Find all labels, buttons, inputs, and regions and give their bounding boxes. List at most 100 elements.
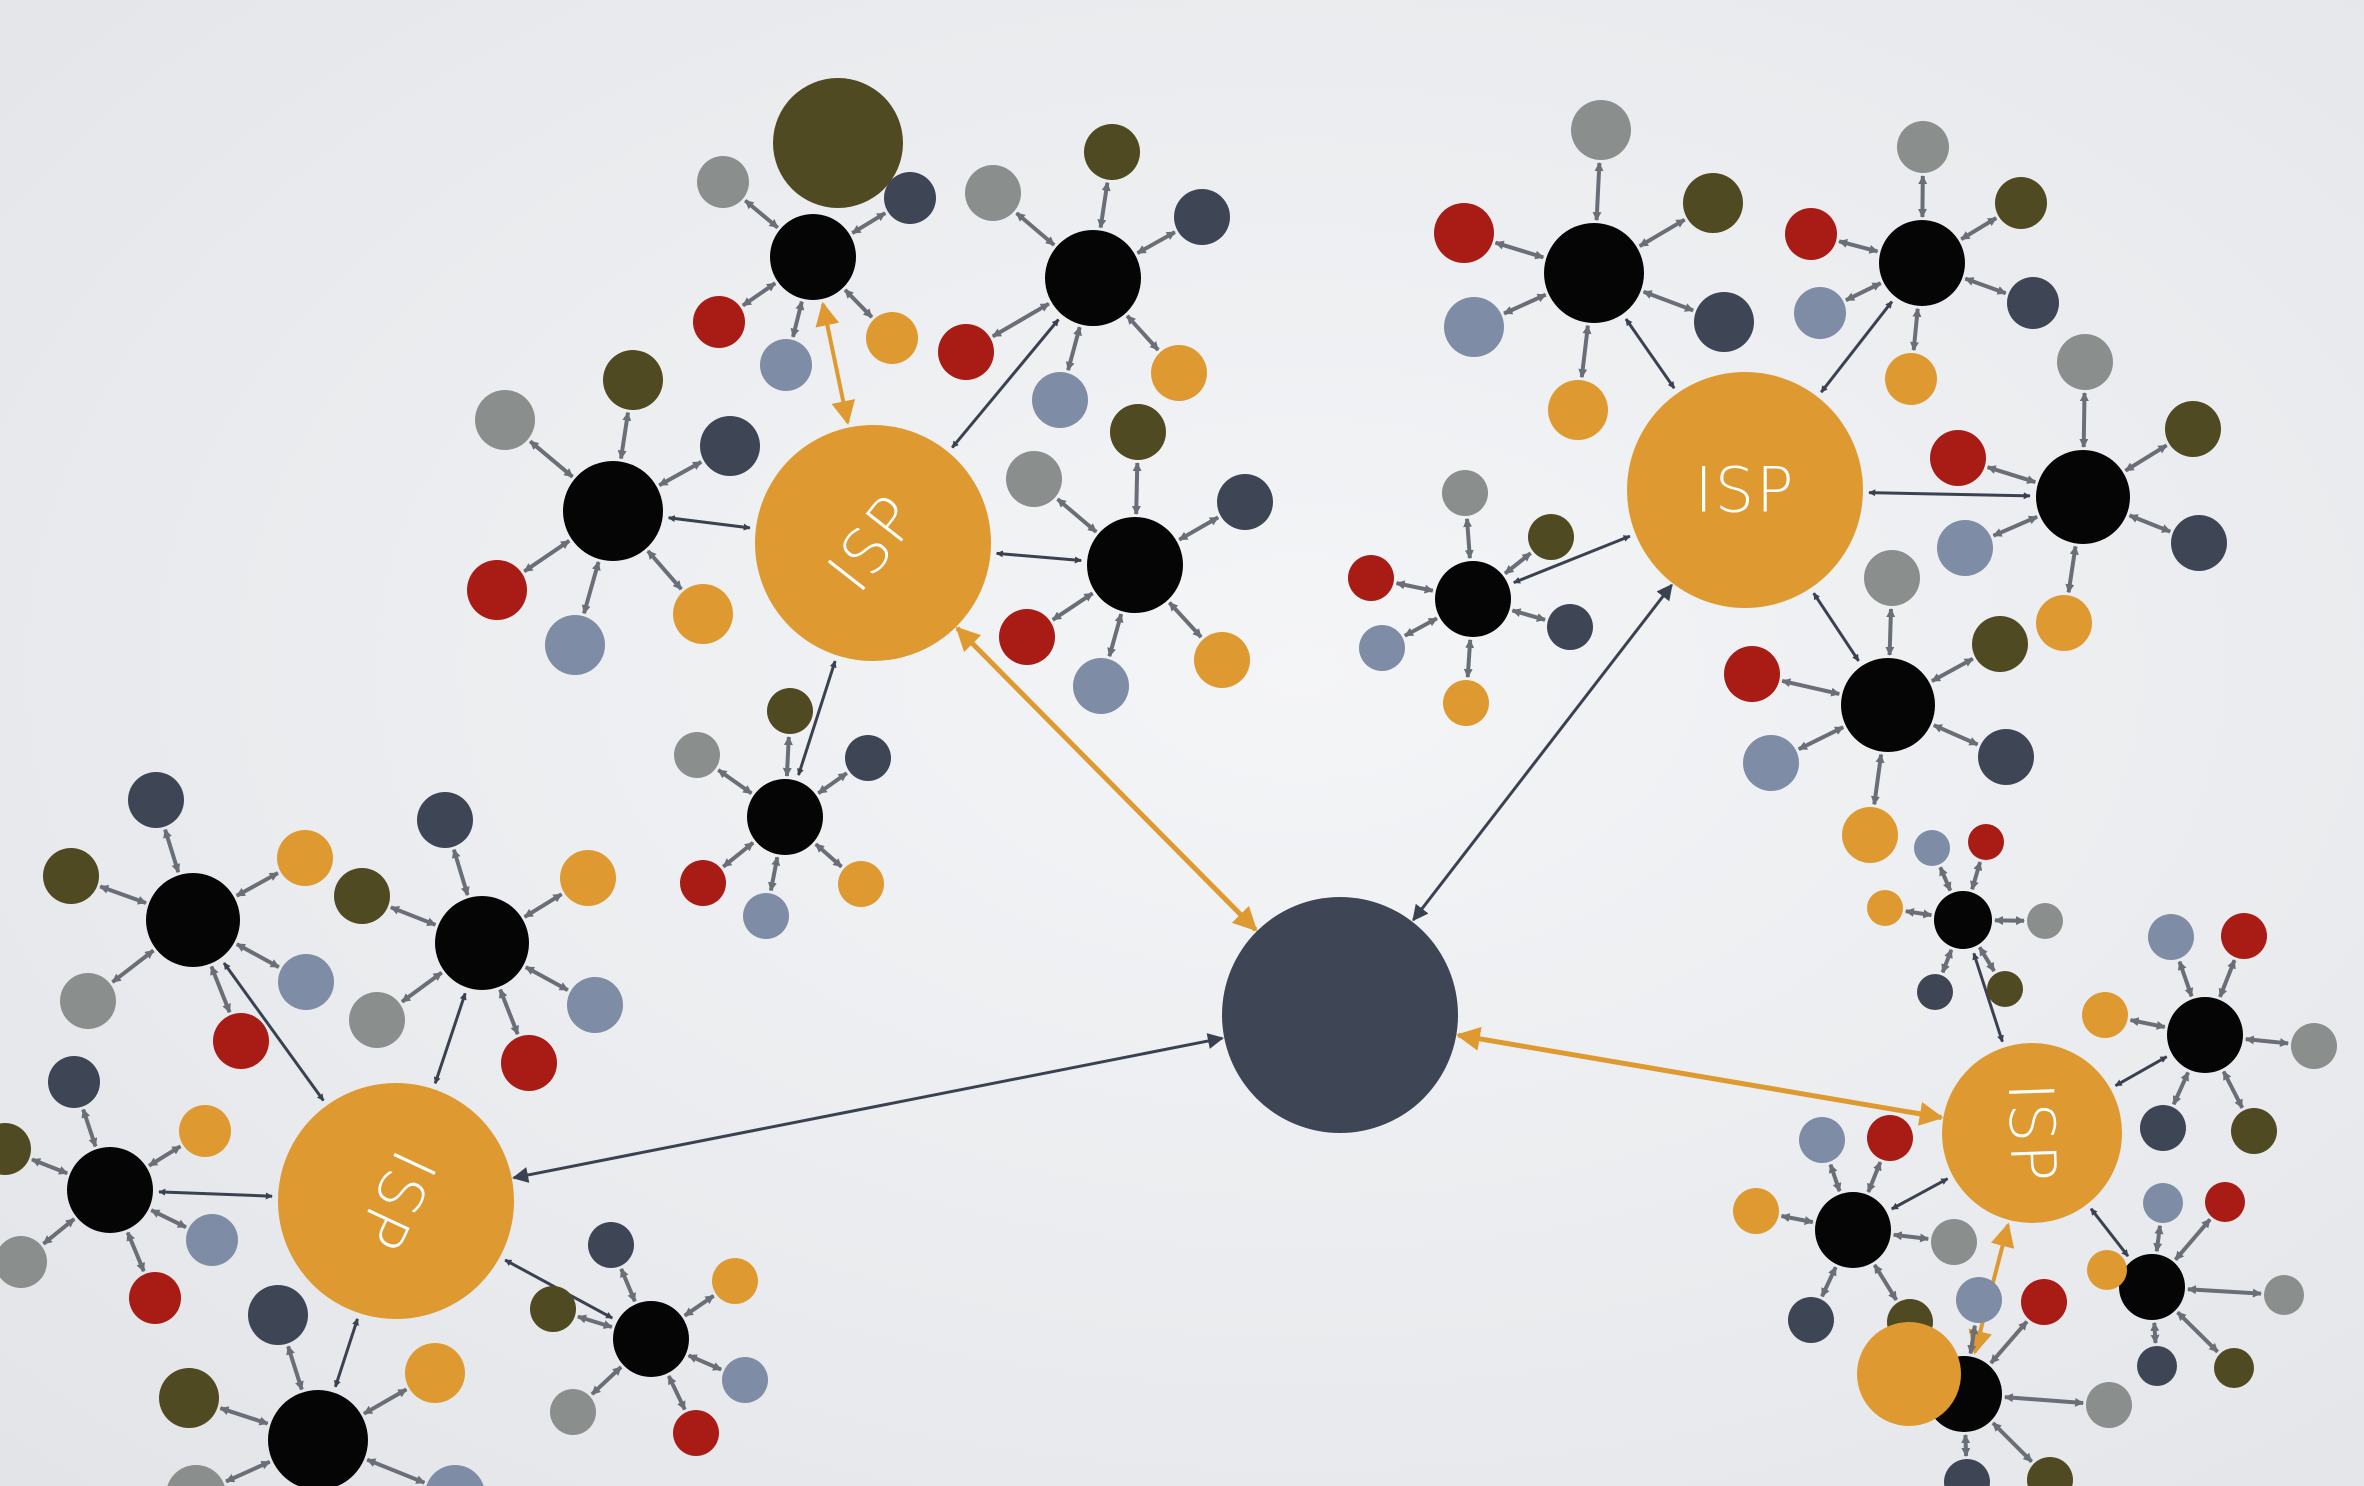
device-node (0, 1236, 47, 1288)
link-device-router (163, 828, 181, 874)
device-node (349, 992, 405, 1048)
link-device-router (851, 211, 887, 235)
router-node (435, 896, 529, 990)
link-device-router (1178, 515, 1220, 542)
device-node (838, 861, 884, 907)
link-router-isp (1868, 489, 2031, 500)
link-device-router (1820, 1266, 1838, 1298)
link-device-router (1977, 946, 1996, 973)
device-node (2171, 515, 2227, 571)
device-node (560, 850, 616, 906)
link-device-router (400, 970, 443, 1004)
device-node (1931, 1219, 1977, 1265)
device-node (1442, 470, 1488, 516)
link-device-router (782, 736, 793, 777)
device-node (2264, 1275, 2304, 1315)
device-node (2140, 1105, 2186, 1151)
device-node (1151, 345, 1207, 401)
link-device-router (2218, 959, 2237, 998)
link-router-isp (1820, 300, 1894, 394)
link-device-router (1642, 289, 1694, 313)
device-node (2165, 401, 2221, 457)
central-hub-node (1222, 897, 1458, 1133)
device-node (43, 848, 99, 904)
device-node (1217, 474, 1273, 530)
link-router-isp (1513, 534, 1631, 584)
device-node (1733, 1188, 1779, 1234)
router-node (770, 214, 856, 300)
link-device-router (2187, 1285, 2262, 1298)
device-node (550, 1389, 596, 1435)
link-device-router (666, 1375, 687, 1411)
device-node (1743, 735, 1799, 791)
link-device-router (843, 288, 874, 319)
link-device-router (1964, 276, 2007, 296)
device-node (467, 560, 527, 620)
link-device-router (42, 1217, 76, 1246)
router-node (1841, 658, 1935, 752)
device-node (2087, 1250, 2127, 1290)
device-node (248, 1285, 308, 1345)
isp-label-top-right: ISP (1694, 454, 1795, 527)
link-device-router (2128, 513, 2172, 534)
device-node (1443, 680, 1489, 726)
link-device-router (1910, 307, 1922, 351)
device-node (697, 156, 749, 208)
link-device-router (1136, 230, 1176, 255)
link-device-router (1503, 292, 1547, 316)
link-device-router (225, 1459, 271, 1484)
device-node (1897, 121, 1949, 173)
link-device-router (658, 460, 703, 488)
link-device-router (1828, 1163, 1842, 1193)
link-device-router (2004, 1393, 2084, 1407)
link-router-isp (1812, 592, 1860, 662)
router-node (563, 461, 663, 561)
link-device-router (683, 1294, 715, 1318)
router-node (1045, 230, 1141, 326)
device-node (277, 830, 333, 886)
device-node (545, 615, 605, 675)
link-device-router (1904, 907, 1933, 919)
device-node (1528, 514, 1574, 560)
link-isp-bottom-left-hub (512, 1033, 1224, 1183)
device-node (1937, 520, 1993, 576)
link-isp-top-left-hub (955, 626, 1258, 932)
device-node (0, 1123, 31, 1175)
link-device-router (1167, 601, 1203, 639)
device-node (1867, 1115, 1913, 1161)
device-node (129, 1272, 181, 1324)
link-device-router (1638, 217, 1686, 248)
device-node (712, 1258, 758, 1304)
device-node (700, 416, 760, 476)
device-node (1084, 124, 1140, 180)
device-node (1857, 1322, 1961, 1426)
link-device-router (1892, 1231, 1930, 1243)
link-device-router (111, 948, 155, 984)
device-node (2007, 277, 2059, 329)
device-node (2086, 1382, 2132, 1428)
link-device-router (1131, 462, 1142, 515)
device-node (884, 172, 936, 224)
link-device-router (2221, 1070, 2244, 1109)
link-device-router (1940, 948, 1954, 974)
device-node (1978, 729, 2034, 785)
link-device-router (1930, 657, 1974, 683)
link-device-router (768, 856, 781, 892)
link-router-isp (815, 301, 856, 425)
device-node (680, 860, 726, 906)
device-node (334, 868, 390, 924)
link-device-router (1967, 1324, 1979, 1355)
link-device-router (1938, 866, 1953, 892)
router-node (268, 1390, 368, 1486)
device-node (1987, 971, 2023, 1007)
device-node (1032, 372, 1088, 428)
link-device-router (2129, 1017, 2166, 1030)
device-node (1724, 646, 1780, 702)
device-node (475, 390, 535, 450)
link-device-router (125, 1231, 146, 1273)
router-node (1934, 891, 1992, 949)
device-node (1073, 658, 1129, 714)
link-device-router (451, 848, 470, 896)
link-device-router (286, 1345, 304, 1391)
link-device-router (1395, 580, 1434, 594)
